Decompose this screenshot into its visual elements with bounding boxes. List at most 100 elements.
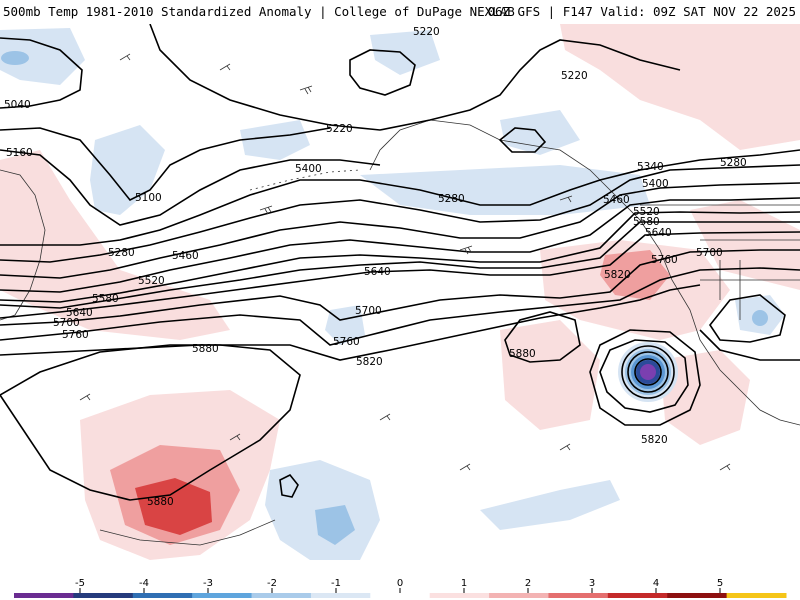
- cold-anomaly-region: [370, 30, 440, 75]
- colorbar-swatch: [73, 593, 134, 598]
- contour-labels: 5220 5220 5040 5160 5100 5280 5400 5460 …: [4, 26, 747, 508]
- contour-label: 5280: [720, 157, 747, 169]
- colorbar-tick-label: 5: [717, 578, 723, 589]
- map-header: 500mb Temp 1981-2010 Standardized Anomal…: [0, 0, 800, 24]
- contour-label: 5340: [637, 161, 664, 173]
- wind-barb: [299, 85, 313, 95]
- colorbar-tick-label: 2: [525, 578, 531, 589]
- contour-5760: [0, 267, 800, 346]
- contour-label: 5460: [603, 194, 630, 206]
- north-america-coastline: [639, 219, 800, 426]
- cold-anomaly-region: [500, 110, 580, 155]
- warm-anomaly-region: [500, 320, 600, 430]
- colorbar-tick-label: -1: [331, 578, 341, 589]
- contour-label: 5280: [108, 247, 135, 259]
- colorbar-tick-label: -4: [139, 578, 149, 589]
- colorbar-tick-label: 1: [461, 578, 467, 589]
- contour-5700-east: [709, 294, 786, 343]
- contour-label: 5040: [4, 99, 31, 111]
- contour-label: 5400: [295, 163, 322, 175]
- warm-anomaly-region: [560, 24, 800, 150]
- contour-label: 5880: [147, 496, 174, 508]
- cold-anomaly-core: [1, 51, 29, 65]
- contour-5820-low: [589, 329, 701, 426]
- us-states-borders: [700, 239, 800, 320]
- contour-label: 5220: [326, 123, 353, 135]
- warm-anomaly-strong: [135, 478, 212, 535]
- contour-low-ring3: [627, 351, 669, 393]
- colorbar-tick-label: -3: [203, 578, 213, 589]
- wind-barb: [259, 205, 273, 215]
- contour-label: 5820: [641, 434, 668, 446]
- contour-5820-east: [699, 329, 800, 361]
- colorbar-swatch: [489, 593, 549, 598]
- australia-coastline: [99, 519, 276, 546]
- contour-5880-east: [504, 311, 581, 363]
- cold-anomaly-region: [480, 480, 620, 530]
- contour-label: 5520: [633, 206, 660, 218]
- colorbar-tick-label: -5: [75, 578, 85, 589]
- contour-label: 5640: [645, 227, 672, 239]
- contour-5700: [0, 249, 800, 326]
- cold-anomaly-core: [315, 505, 355, 545]
- contour-label: 5220: [561, 70, 588, 82]
- contour-5880-small: [279, 473, 299, 498]
- contour-label: 5880: [509, 348, 536, 360]
- colorbar-swatch: [667, 593, 728, 598]
- run-valid-time: 06Z GFS | F147 Valid: 09Z SAT NOV 22 202…: [487, 4, 796, 19]
- anomaly-colorbar: -5 -4 -3 -2 -1 0 1 2 3 4 5: [0, 576, 800, 600]
- contour-label: 5700: [53, 317, 80, 329]
- contour-5580: [0, 221, 800, 309]
- contour-label: 5880: [192, 343, 219, 355]
- contour-label: 5700: [355, 305, 382, 317]
- wind-barb: [559, 443, 571, 451]
- contour-5400: [0, 182, 800, 279]
- wind-barb: [379, 413, 391, 421]
- map-title: 500mb Temp 1981-2010 Standardized Anomal…: [3, 4, 515, 19]
- contour-5280: [0, 149, 800, 246]
- colorbar-tick-label: 0: [397, 578, 403, 589]
- contour-label: 5640: [66, 307, 93, 319]
- colorbar-swatch: [132, 593, 193, 598]
- colorbar-swatch: [370, 593, 431, 598]
- height-contours: [0, 24, 800, 501]
- colorbar-swatch: [726, 593, 787, 598]
- colorbar-tick-label: -2: [267, 578, 277, 589]
- wind-barb: [219, 63, 231, 71]
- contour-label: 5400: [642, 178, 669, 190]
- colorbar-swatch: [310, 593, 371, 598]
- weather-map: 5220 5220 5040 5160 5100 5280 5400 5460 …: [0, 24, 800, 576]
- contour-label: 5820: [604, 269, 631, 281]
- aleutian-islands: [249, 169, 361, 191]
- colorbar-tick-label: 3: [589, 578, 595, 589]
- contour-5160: [0, 149, 381, 226]
- colorbar-ticks: -5 -4 -3 -2 -1 0 1 2 3 4 5: [75, 578, 723, 593]
- contour-label: 5280: [438, 193, 465, 205]
- colorbar-swatch: [607, 593, 668, 598]
- wind-barb: [119, 53, 131, 61]
- contour-5460: [0, 197, 800, 293]
- contour-label: 5160: [6, 147, 33, 159]
- contour-5520: [0, 211, 800, 303]
- contour-label: 5460: [172, 250, 199, 262]
- wind-barb: [229, 433, 241, 441]
- cold-anomaly-region: [325, 305, 365, 345]
- contour-label: 5580: [633, 216, 660, 228]
- contour-label: 5820: [356, 356, 383, 368]
- contour-5220-ring: [349, 49, 416, 96]
- cold-anomaly-region: [240, 120, 310, 160]
- contour-label: 5760: [333, 336, 360, 348]
- colorbar-swatch: [14, 593, 74, 598]
- contour-label: 5700: [696, 247, 723, 259]
- contour-label: 5760: [651, 254, 678, 266]
- anomaly-shading: [0, 24, 800, 560]
- wind-barb: [719, 463, 731, 471]
- cold-anomaly-core: [752, 310, 768, 326]
- colorbar-segments: [14, 593, 787, 598]
- wind-barb: [559, 195, 573, 203]
- cold-anomaly-region: [360, 165, 650, 215]
- contour-5040: [0, 37, 83, 109]
- cold-anomaly-low-extreme: [640, 364, 656, 380]
- contour-label: 5520: [138, 275, 165, 287]
- colorbar-swatch: [192, 593, 253, 598]
